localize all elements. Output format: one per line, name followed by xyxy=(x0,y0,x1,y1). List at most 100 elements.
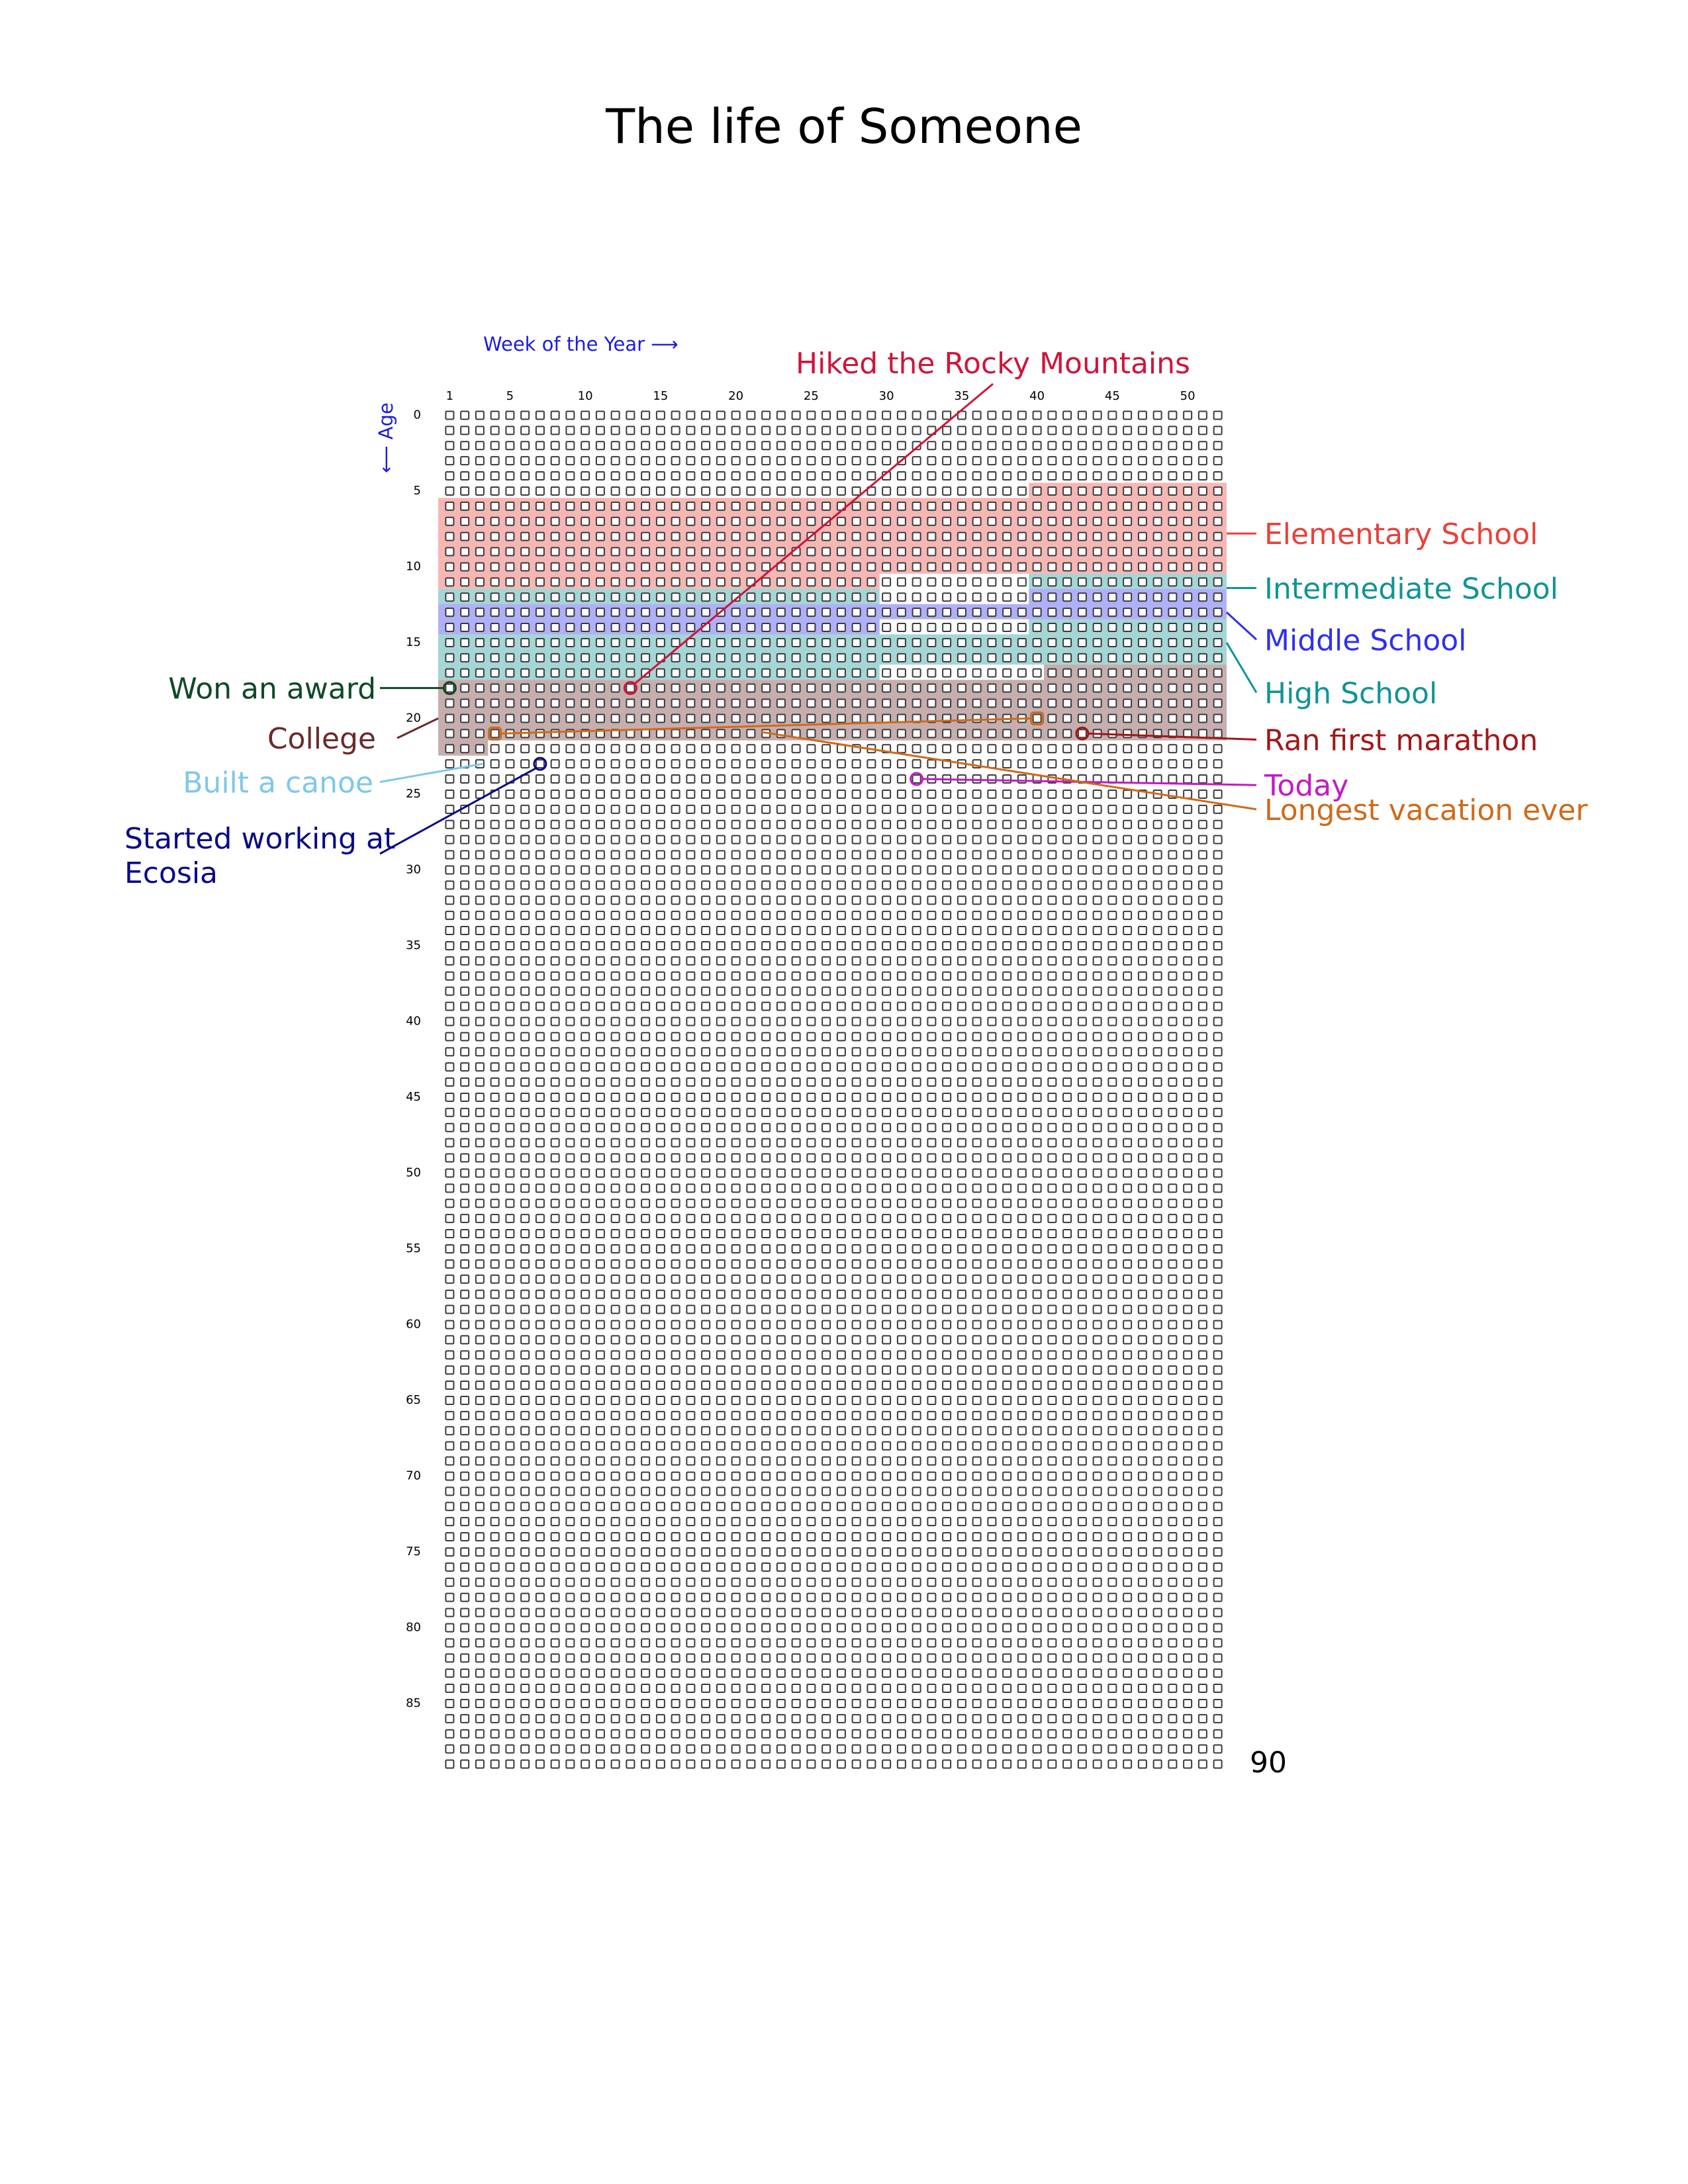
week-box xyxy=(1077,577,1087,587)
week-box xyxy=(1197,1471,1207,1481)
week-box xyxy=(972,1017,982,1026)
week-box xyxy=(1032,1502,1042,1512)
started-working-at-ecosia-marker xyxy=(533,756,547,771)
week-box xyxy=(776,1259,786,1269)
week-box xyxy=(896,1759,906,1769)
week-box xyxy=(1032,1047,1042,1057)
week-box xyxy=(1017,1350,1027,1360)
week-box xyxy=(671,1153,680,1163)
week-box xyxy=(896,1122,906,1132)
week-box xyxy=(490,608,500,617)
week-box xyxy=(626,1304,635,1314)
week-box xyxy=(1183,986,1193,996)
week-box xyxy=(1213,653,1223,662)
week-box xyxy=(791,1274,801,1284)
week-box xyxy=(505,971,515,981)
week-box xyxy=(1032,1032,1042,1042)
week-box xyxy=(1062,1577,1072,1587)
week-box xyxy=(942,1410,952,1420)
week-box xyxy=(1213,1032,1223,1042)
week-box xyxy=(671,774,680,784)
week-box xyxy=(1197,608,1207,617)
week-box xyxy=(610,1032,620,1042)
week-box xyxy=(1032,441,1042,451)
week-box xyxy=(1197,940,1207,950)
week-box xyxy=(1123,926,1133,936)
week-box xyxy=(686,729,696,739)
week-box xyxy=(1152,1274,1162,1284)
week-box xyxy=(776,1592,786,1602)
week-box xyxy=(912,1304,921,1314)
week-box xyxy=(1062,744,1072,754)
week-box xyxy=(1047,804,1057,814)
week-box xyxy=(1213,744,1223,754)
week-box xyxy=(912,1365,921,1375)
week-box xyxy=(445,1092,455,1102)
week-box xyxy=(626,1744,635,1754)
week-box xyxy=(505,1350,515,1360)
week-box xyxy=(1077,471,1087,481)
week-box xyxy=(671,1214,680,1224)
week-box xyxy=(731,819,741,829)
week-box xyxy=(1002,1456,1012,1466)
week-box xyxy=(505,1274,515,1284)
week-tick-label: 20 xyxy=(728,389,743,403)
week-box xyxy=(595,1759,605,1769)
week-box xyxy=(1213,986,1223,996)
week-box xyxy=(701,1259,711,1269)
week-box xyxy=(641,1623,651,1633)
week-box xyxy=(1168,804,1178,814)
week-box xyxy=(1152,1410,1162,1420)
week-box xyxy=(731,1381,741,1390)
week-box xyxy=(731,1214,741,1224)
week-box xyxy=(626,1107,635,1117)
week-box xyxy=(987,1395,997,1405)
week-box xyxy=(912,1320,921,1330)
week-box xyxy=(1183,698,1193,708)
week-box xyxy=(655,1032,665,1042)
week-box xyxy=(972,410,982,420)
week-box xyxy=(641,971,651,981)
week-box xyxy=(761,1471,771,1481)
week-box xyxy=(686,1168,696,1178)
week-box xyxy=(701,1410,711,1420)
week-box xyxy=(1077,1638,1087,1648)
week-box xyxy=(716,1183,726,1193)
week-box xyxy=(746,1441,756,1451)
week-box xyxy=(490,1638,500,1648)
week-box xyxy=(595,410,605,420)
week-box xyxy=(535,1214,545,1224)
week-box xyxy=(821,1395,831,1405)
week-box xyxy=(731,1032,741,1042)
week-box xyxy=(641,1759,651,1769)
week-box xyxy=(610,1017,620,1026)
week-box xyxy=(1047,713,1057,723)
week-box xyxy=(1077,1183,1087,1193)
week-box xyxy=(490,1335,500,1345)
week-box xyxy=(490,516,500,526)
week-box xyxy=(595,441,605,451)
week-box xyxy=(686,1092,696,1102)
week-box xyxy=(761,668,771,678)
week-box xyxy=(1123,592,1133,602)
week-box xyxy=(1092,1350,1102,1360)
week-box xyxy=(942,1608,952,1617)
week-box xyxy=(896,516,906,526)
week-box xyxy=(490,1668,500,1678)
week-box xyxy=(882,486,892,496)
week-box xyxy=(942,486,952,496)
week-box xyxy=(520,1289,530,1299)
week-box xyxy=(475,1107,485,1117)
week-box xyxy=(896,1729,906,1739)
week-box xyxy=(1092,1214,1102,1224)
week-box xyxy=(550,956,560,966)
week-box xyxy=(1092,986,1102,996)
week-box xyxy=(746,729,756,739)
week-box xyxy=(1092,1122,1102,1132)
week-box xyxy=(867,1320,876,1330)
week-box xyxy=(610,865,620,875)
week-box xyxy=(1107,1183,1117,1193)
week-box xyxy=(912,1638,921,1648)
week-box xyxy=(776,1729,786,1739)
week-box xyxy=(641,759,651,769)
